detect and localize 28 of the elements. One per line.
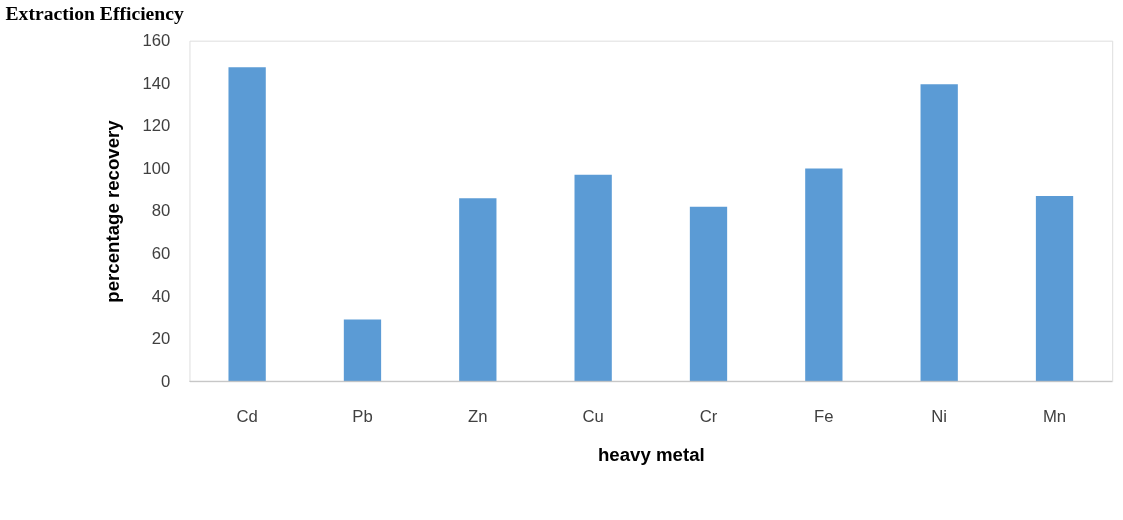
y-tick-label: 100 [142,158,171,178]
y-tick-label: 120 [142,116,171,136]
bar [805,168,843,382]
chart-title: Extraction Efficiency [5,3,184,25]
x-tick-label: Zn [468,407,488,427]
x-tick-label: Fe [814,407,834,427]
bar [574,174,612,382]
x-tick-label: Pb [352,407,373,427]
bar [343,319,382,382]
x-axis-title: heavy metal [597,444,705,466]
y-tick-label: 80 [151,201,171,221]
y-tick-label: 60 [151,243,171,263]
x-tick-label: Cr [699,407,718,427]
bar [920,84,958,382]
bar [459,198,497,382]
bar [1035,196,1074,382]
x-tick-label: Ni [931,407,948,427]
x-tick-label: Cd [236,407,258,427]
x-tick-label: Cu [582,407,604,427]
y-tick-label: 0 [161,371,171,391]
y-axis-title: percentage recovery [101,119,123,303]
x-tick-label: Mn [1042,407,1067,427]
y-tick-label: 20 [151,329,171,349]
y-tick-label: 40 [151,286,171,306]
bar [228,67,266,382]
bar [689,206,728,382]
y-tick-label: 160 [142,31,171,51]
y-tick-label: 140 [142,73,171,93]
